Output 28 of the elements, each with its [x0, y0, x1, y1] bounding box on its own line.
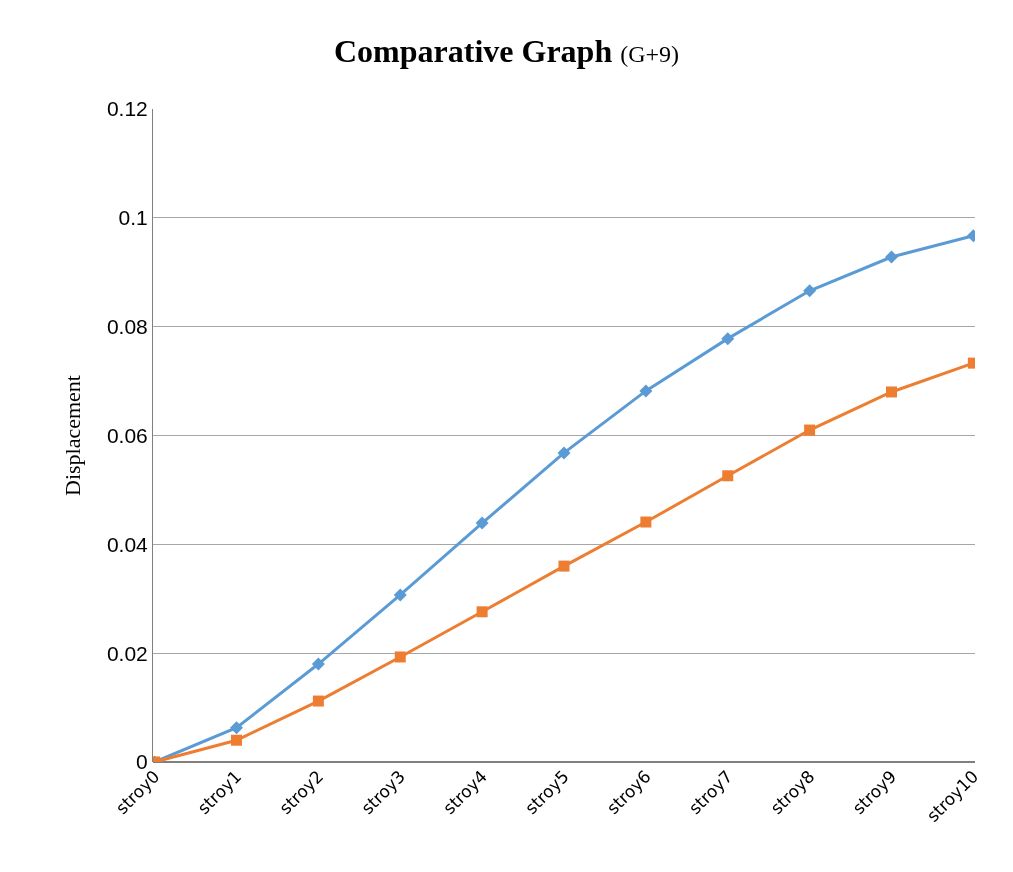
- y-axis-title: Displacement: [59, 375, 85, 496]
- point: [312, 695, 324, 707]
- point: [885, 386, 897, 398]
- point: [476, 606, 488, 618]
- point: [722, 470, 734, 482]
- point: [393, 588, 407, 602]
- y-tick-label: 0.06: [106, 423, 148, 447]
- point: [475, 516, 489, 530]
- y-tick-label: 0.02: [106, 641, 148, 665]
- point: [230, 721, 244, 735]
- point: [804, 424, 816, 436]
- chart-title: Comparative Graph: [333, 32, 613, 69]
- chart-subtitle: (G+9): [620, 40, 680, 67]
- point: [557, 446, 571, 460]
- point: [311, 657, 325, 671]
- y-tick-label: 0: [136, 750, 148, 774]
- y-tick-label: 0.08: [106, 315, 148, 339]
- point: [558, 560, 570, 572]
- point: [639, 384, 653, 398]
- point: [721, 332, 735, 346]
- point: [640, 516, 652, 528]
- point: [803, 284, 817, 298]
- point: [394, 651, 406, 663]
- y-tick-label: 0.12: [106, 97, 148, 121]
- y-tick-label: 0.04: [106, 532, 149, 556]
- point: [231, 734, 243, 746]
- y-tick-label: 0.1: [118, 206, 148, 230]
- point: [884, 250, 898, 264]
